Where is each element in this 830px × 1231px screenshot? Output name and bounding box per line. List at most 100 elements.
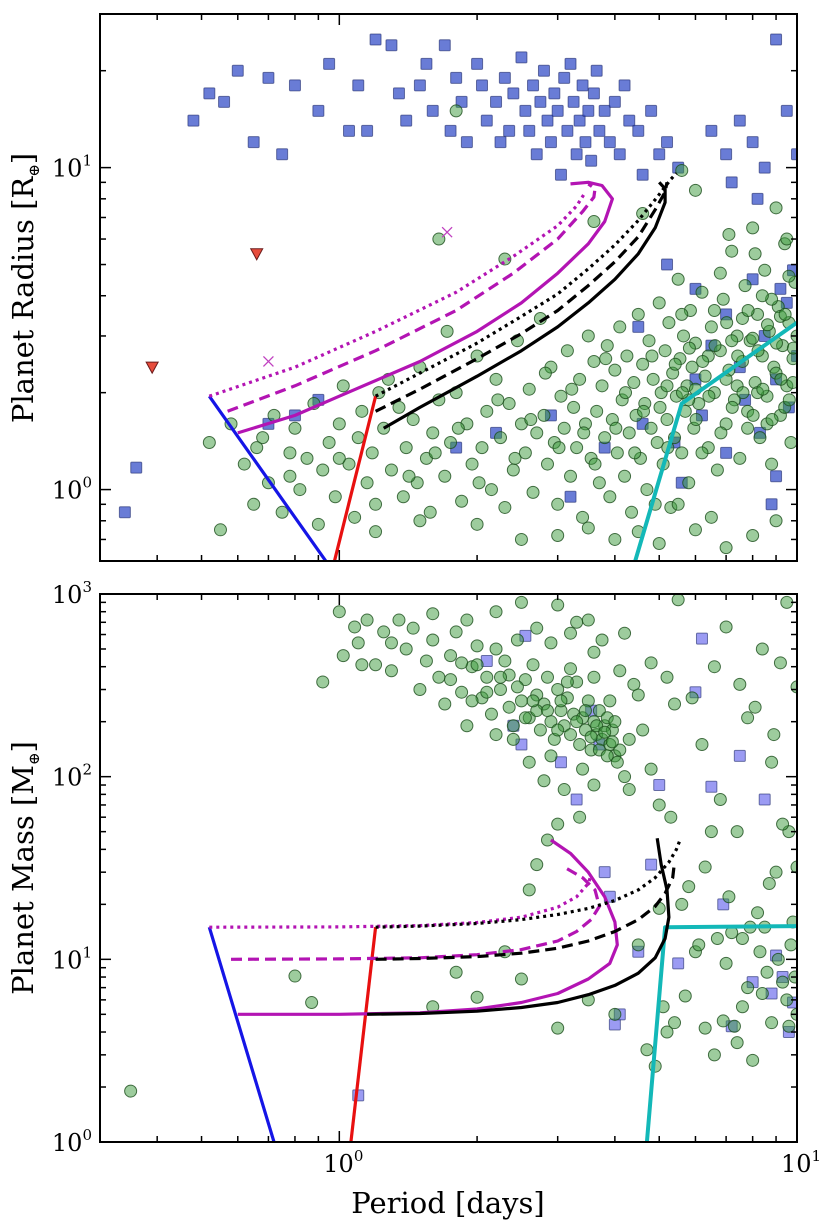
blue-squares-point [661, 258, 674, 271]
green-circles-point [587, 645, 601, 659]
lavender-squares-point [653, 779, 666, 792]
blue-squares-point [705, 124, 718, 137]
blue-squares-point [564, 490, 577, 503]
blue-squares-point [534, 95, 547, 108]
green-circles-point [751, 906, 765, 920]
magenta-dotted-curve [209, 874, 593, 929]
green-circles-point [444, 649, 458, 663]
green-circles-point [610, 446, 624, 460]
green-circles-point [725, 244, 739, 258]
green-circles-series [202, 104, 797, 555]
blue-squares-point [590, 64, 603, 77]
green-circles-point [348, 620, 362, 634]
green-circles-point [716, 292, 730, 306]
green-circles-point [719, 620, 733, 634]
green-circles-point [348, 510, 362, 524]
blue-squares-point [118, 506, 131, 519]
green-circles-point [533, 723, 547, 737]
green-circles-point [748, 247, 762, 261]
green-circles-point [494, 431, 508, 445]
green-circles-point [668, 697, 682, 711]
green-circles-point [660, 1025, 674, 1039]
green-circles-point [644, 421, 658, 435]
green-circles-point [419, 654, 433, 668]
green-circles-point [581, 613, 595, 627]
green-circles-point [619, 386, 633, 400]
green-circles-point [773, 656, 787, 670]
green-circles-point [526, 658, 540, 672]
green-circles-point [600, 339, 614, 353]
green-circles-point [540, 670, 554, 684]
blue-squares-point [770, 33, 783, 46]
lavender-squares-point [758, 793, 771, 806]
green-circles-point [755, 987, 769, 1001]
green-circles-point [392, 613, 406, 627]
green-circles-point [662, 316, 676, 330]
green-circles-point [588, 457, 602, 471]
blue-squares-point [733, 114, 746, 127]
green-circles-point [551, 598, 565, 612]
green-circles-point [595, 633, 609, 647]
green-circles-point [636, 723, 650, 737]
green-circles-point [646, 372, 660, 386]
blue-squares-point [751, 192, 764, 205]
green-circles-point [636, 207, 650, 221]
green-circles-point [782, 393, 796, 407]
green-circles-point [202, 436, 216, 450]
green-circles-point [765, 413, 779, 427]
green-circles-point [538, 366, 552, 380]
lavender-squares-point [672, 957, 685, 970]
green-circles-point [554, 389, 568, 403]
mass-y-tick-label: 101 [52, 943, 92, 974]
green-circles-point [735, 1000, 749, 1014]
green-circles-point [506, 732, 520, 746]
blue-squares-point [554, 168, 567, 181]
green-circles-point [432, 232, 446, 246]
blue-squares-point [276, 148, 289, 161]
black-dotted-curve [374, 172, 678, 398]
blue-squares-point [420, 57, 433, 70]
mass-y-tick-label: 102 [52, 761, 92, 792]
blue-squares-point [570, 148, 583, 161]
blue-squares-point [576, 79, 589, 92]
green-circles-point [682, 880, 696, 894]
green-circles-point [465, 694, 479, 708]
green-circles-point [475, 441, 489, 455]
radius-plot-frame [99, 13, 798, 562]
green-circles-point [590, 404, 604, 418]
green-circles-point [288, 421, 302, 435]
green-circles-point [573, 738, 587, 752]
blue-squares-point [515, 51, 528, 64]
green-circles-point [748, 700, 762, 714]
green-circles-point [618, 469, 632, 483]
green-circles-point [660, 413, 674, 427]
green-circles-point [714, 426, 728, 440]
green-circles-point [710, 932, 724, 946]
green-circles-point [498, 654, 512, 668]
blue-squares-point [413, 79, 426, 92]
green-circles-point [551, 1021, 565, 1035]
green-circles-point [652, 798, 666, 812]
blue-squares-point [503, 124, 516, 137]
green-circles-point [369, 658, 383, 672]
green-circles-point [685, 360, 699, 374]
blue-squares-point [312, 104, 325, 117]
green-circles-point [506, 463, 520, 477]
blue-squares-point [770, 470, 783, 483]
green-circles-point [753, 945, 767, 959]
mass-x-tick-label: 100 [323, 1147, 363, 1178]
green-circles-point [698, 369, 712, 383]
green-circles-point [631, 938, 645, 952]
green-circles-point [406, 413, 420, 427]
green-circles-point [554, 694, 568, 708]
green-circles-point [613, 664, 627, 678]
blue-squares-point [527, 79, 540, 92]
green-circles-point [351, 636, 365, 650]
green-circles-point [460, 719, 474, 733]
green-circles-point [640, 1043, 654, 1057]
radius-y-tick-label: 101 [52, 152, 92, 183]
green-circles-point [305, 996, 319, 1010]
red-triangles-point [145, 361, 159, 375]
blue-squares-point [758, 161, 771, 174]
green-circles-point [522, 755, 536, 769]
